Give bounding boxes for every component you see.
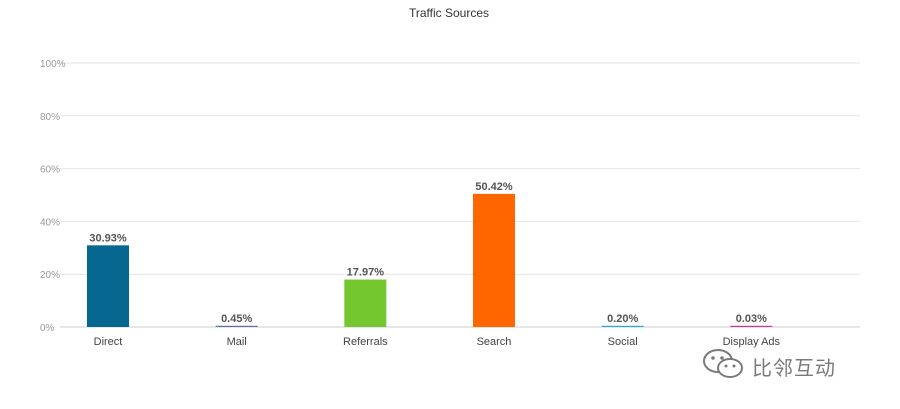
label-layer: 0% 20% 40% 60% 80% 100% 30.93% Direct 0.45% Mail 1… xyxy=(40,59,781,348)
y-tick-label: 20% xyxy=(40,270,60,281)
watermark-text: 比邻互动 xyxy=(752,356,836,380)
bar xyxy=(601,325,644,327)
data-label: 17.97% xyxy=(347,267,385,279)
x-tick-label: Search xyxy=(477,336,512,348)
y-tick-label: 0% xyxy=(40,323,55,334)
bar xyxy=(730,325,773,327)
y-tick-label: 100% xyxy=(40,59,66,70)
y-tick-label: 80% xyxy=(40,112,60,123)
bar xyxy=(215,325,258,327)
y-tick-label: 40% xyxy=(40,217,60,228)
x-tick-label: Social xyxy=(608,336,638,348)
bar xyxy=(87,245,129,327)
x-tick-label: Direct xyxy=(94,336,123,348)
watermark: 比邻互动 xyxy=(702,347,836,386)
x-tick-label: Mail xyxy=(227,336,247,348)
data-label: 50.42% xyxy=(475,181,513,193)
data-label: 30.93% xyxy=(89,232,127,244)
wechat-icon xyxy=(702,347,746,386)
grid-layer xyxy=(60,62,860,328)
data-label: 0.03% xyxy=(736,313,767,325)
data-label: 0.20% xyxy=(607,313,638,325)
x-tick-label: Referrals xyxy=(343,336,388,348)
chart-title: Traffic Sources xyxy=(409,6,489,20)
bar xyxy=(344,279,387,327)
bar-layer xyxy=(87,193,773,327)
data-label: 0.45% xyxy=(221,313,252,325)
x-tick-label: Display Ads xyxy=(723,336,781,348)
bar xyxy=(473,193,515,327)
y-tick-label: 60% xyxy=(40,165,60,176)
